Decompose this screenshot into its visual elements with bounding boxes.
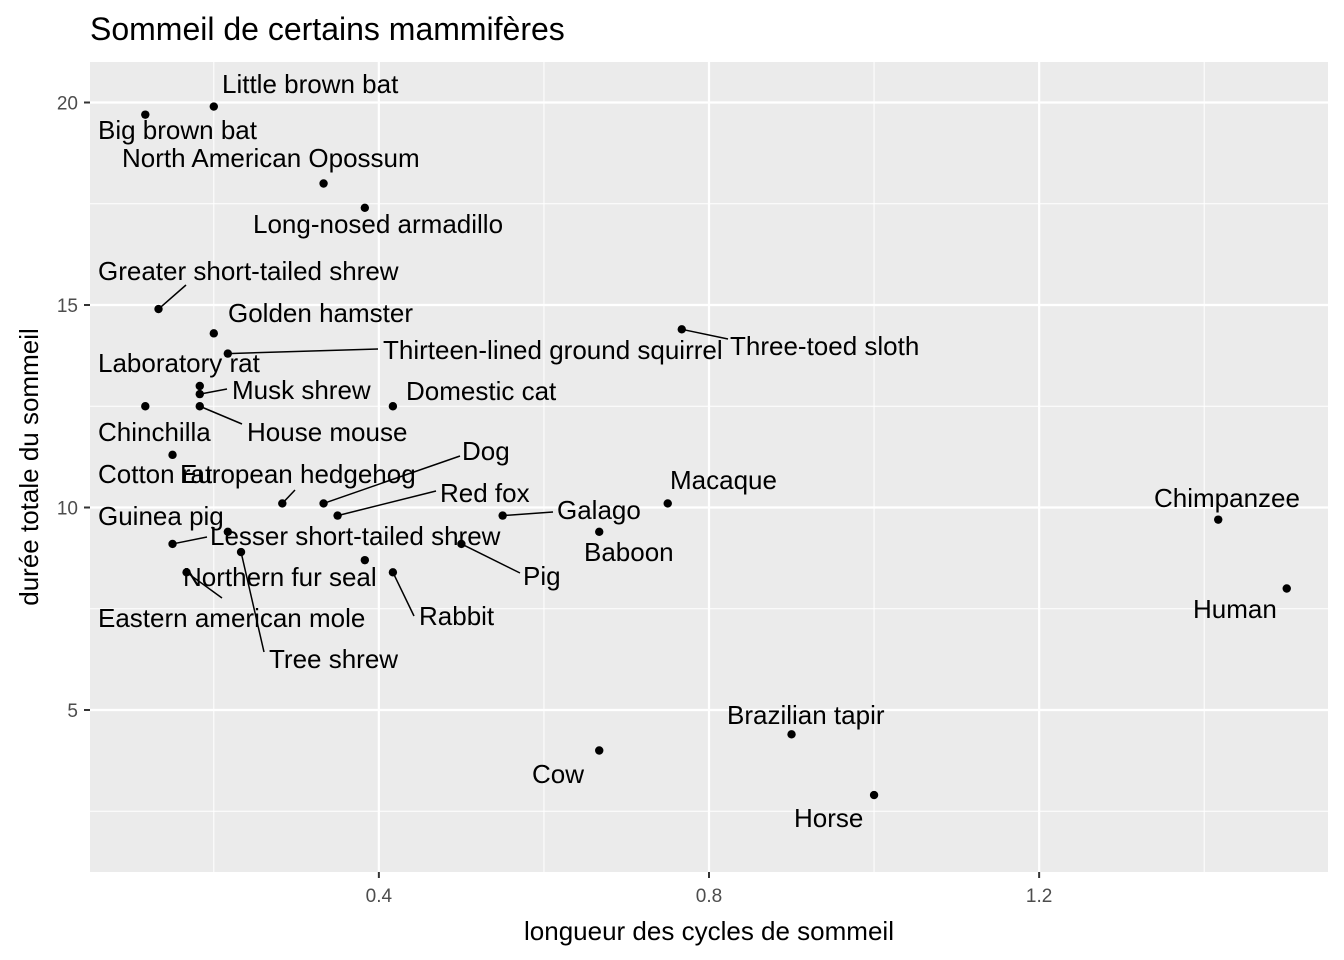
point-label: Musk shrew <box>232 375 371 405</box>
point-label: European hedgehog <box>180 459 416 489</box>
data-point <box>168 450 177 460</box>
label-leader-line <box>461 543 521 574</box>
label-leader-line <box>681 328 729 340</box>
data-point <box>388 402 398 411</box>
label-leader-line <box>199 388 228 395</box>
data-point <box>498 511 507 520</box>
x-axis-ticks: 0.4 0.8 1.2 <box>366 872 1052 907</box>
data-point <box>360 555 370 565</box>
data-point <box>209 329 218 338</box>
label-leader-line <box>240 551 265 653</box>
point-label: Thirteen-lined ground squirrel <box>383 335 723 365</box>
label-leader-lines <box>158 284 729 653</box>
data-points <box>141 102 1291 800</box>
label-leader-line <box>199 405 243 425</box>
point-label: Guinea pig <box>98 501 224 531</box>
data-point <box>236 547 246 557</box>
data-point <box>869 790 879 800</box>
gridlines <box>90 62 1328 872</box>
x-axis-title: longueur des cycles de sommeil <box>524 916 894 946</box>
data-point <box>595 746 604 755</box>
y-tick-label: 20 <box>57 94 78 115</box>
data-point <box>360 203 370 212</box>
y-tick-label: 10 <box>57 499 78 520</box>
point-label: Little brown bat <box>222 69 399 99</box>
point-label: Pig <box>523 561 561 591</box>
point-label: Eastern american mole <box>98 603 365 633</box>
chart-title: Sommeil de certains mammifères <box>90 11 565 47</box>
point-label: Tree shrew <box>269 644 398 674</box>
data-point <box>677 325 686 334</box>
data-point <box>168 539 177 549</box>
point-label: Rabbit <box>419 601 495 631</box>
y-tick-label: 5 <box>67 701 78 722</box>
label-leader-line <box>323 455 461 505</box>
label-leader-line <box>337 490 437 517</box>
data-point <box>787 730 796 739</box>
label-leader-line <box>186 571 223 599</box>
y-axis-title: durée totale du sommeil <box>14 328 44 605</box>
point-label: Macaque <box>670 465 777 495</box>
point-label: Domestic cat <box>406 376 557 406</box>
y-tick-label: 15 <box>57 296 78 317</box>
data-point <box>209 102 218 111</box>
data-point <box>195 381 204 391</box>
point-label: Chinchilla <box>98 417 211 447</box>
data-point <box>333 511 342 520</box>
data-point <box>141 110 150 119</box>
data-point <box>663 499 672 508</box>
point-label: Human <box>1193 594 1277 624</box>
data-point <box>141 402 150 411</box>
point-label: Red fox <box>440 478 530 508</box>
point-label: Laboratory rat <box>98 348 261 378</box>
data-point <box>319 499 328 508</box>
data-point <box>388 568 398 577</box>
point-label: Long-nosed armadillo <box>253 209 503 239</box>
point-label: House mouse <box>247 417 407 447</box>
label-leader-line <box>158 284 187 310</box>
point-label: Lesser short-tailed shrew <box>210 521 501 551</box>
data-point <box>154 304 163 314</box>
data-point <box>319 179 328 188</box>
data-point <box>1282 584 1291 593</box>
point-label: Cotton rat <box>98 459 213 489</box>
point-label: Golden hamster <box>228 298 413 328</box>
point-label: Galago <box>557 495 641 525</box>
label-leader-line <box>392 571 415 617</box>
data-point <box>182 568 191 577</box>
label-leader-line <box>227 348 379 355</box>
x-tick-label: 1.2 <box>1026 886 1052 907</box>
data-point <box>195 402 204 411</box>
point-label: Brazilian tapir <box>727 700 885 730</box>
point-label: Dog <box>462 436 510 466</box>
point-label: Northern fur seal <box>183 562 377 592</box>
data-point <box>195 389 204 399</box>
point-label: Big brown bat <box>98 115 258 145</box>
point-label: Baboon <box>584 537 674 567</box>
point-label: Greater short-tailed shrew <box>98 256 399 286</box>
y-axis-ticks: 5 10 15 20 <box>57 94 90 722</box>
data-point <box>223 527 233 536</box>
x-tick-label: 0.4 <box>366 886 393 907</box>
point-label: Chimpanzee <box>1154 483 1300 513</box>
data-point <box>595 527 604 536</box>
data-point <box>1214 515 1223 524</box>
point-label: Horse <box>794 803 863 833</box>
data-point <box>278 499 287 508</box>
label-leader-line <box>502 511 554 517</box>
x-tick-label: 0.8 <box>696 886 722 907</box>
point-label: Cow <box>532 759 584 789</box>
data-point <box>223 349 233 358</box>
data-point <box>457 539 466 549</box>
label-leader-line <box>172 536 208 545</box>
point-label: Three-toed sloth <box>730 331 919 361</box>
point-label: North American Opossum <box>122 143 420 173</box>
